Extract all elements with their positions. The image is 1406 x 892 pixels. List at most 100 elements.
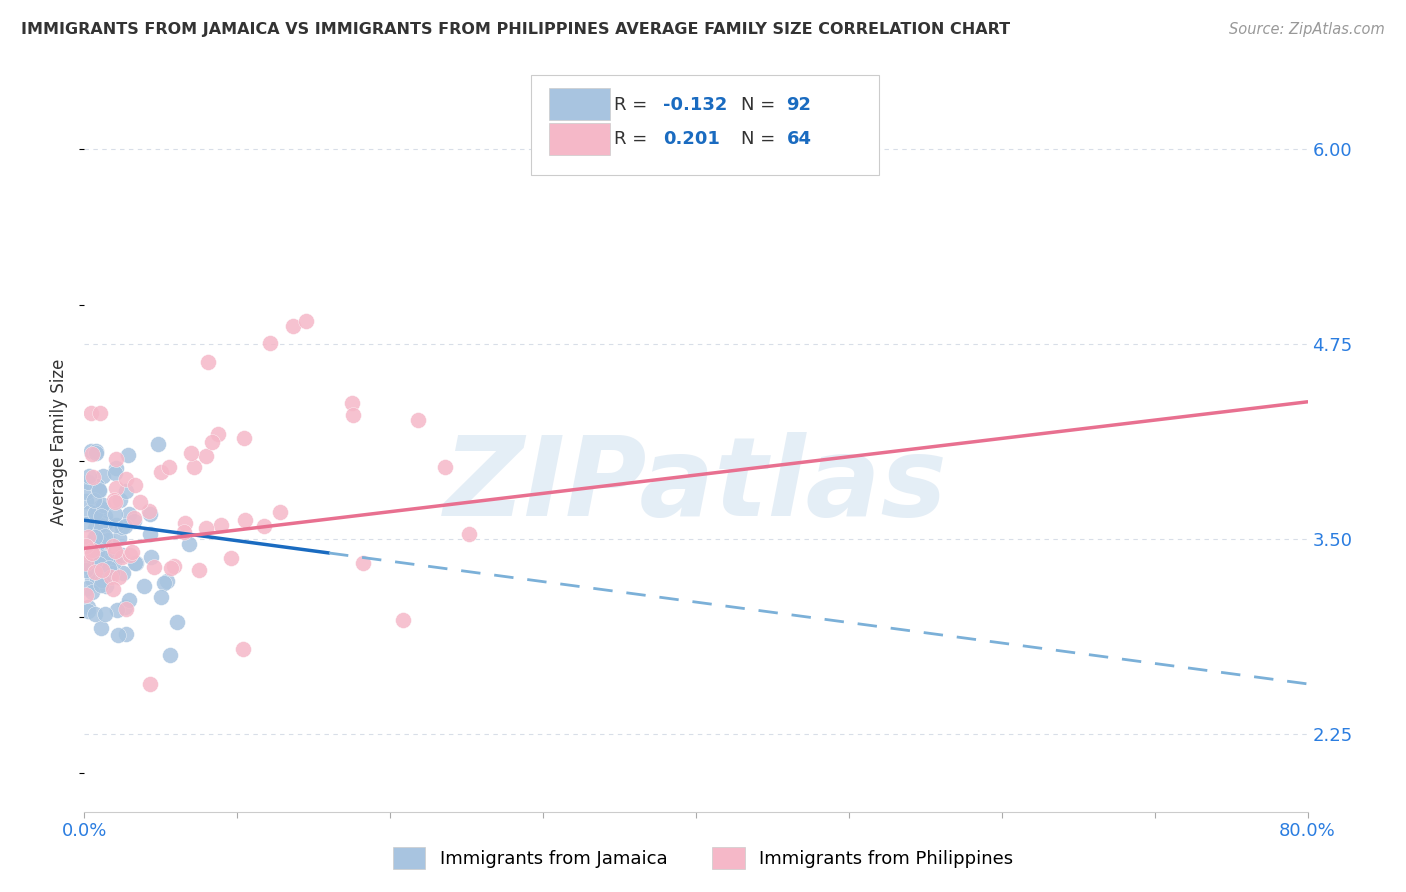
Point [104, 466, 127, 480]
Text: R =: R = [614, 95, 652, 113]
Point [458, 527, 481, 541]
Point [91, 563, 114, 577]
Text: 92: 92 [786, 95, 811, 113]
Point [93, 542, 115, 557]
Point [86, 444, 108, 458]
Point [163, 558, 186, 573]
Point [253, 519, 276, 533]
Point [103, 555, 125, 569]
Point [104, 518, 127, 533]
Point [232, 642, 254, 657]
Point [84, 607, 107, 622]
Point [80, 585, 103, 599]
Point [103, 582, 125, 596]
Point [98, 551, 121, 566]
Point [233, 431, 256, 445]
Point [75, 540, 97, 554]
Point [80, 447, 103, 461]
Point [79, 469, 101, 483]
Point [82, 469, 104, 483]
Point [76, 582, 98, 596]
Point [104, 543, 127, 558]
Text: IMMIGRANTS FROM JAMAICA VS IMMIGRANTS FROM PHILIPPINES AVERAGE FAMILY SIZE CORRE: IMMIGRANTS FROM JAMAICA VS IMMIGRANTS FR… [21, 22, 1011, 37]
Text: N =: N = [741, 95, 782, 113]
Y-axis label: Average Family Size: Average Family Size [51, 359, 69, 524]
Point [180, 446, 202, 460]
Point [118, 593, 141, 607]
Text: 64: 64 [786, 130, 811, 148]
Point [233, 513, 256, 527]
Point [115, 601, 138, 615]
Point [87, 558, 110, 572]
Point [110, 520, 132, 534]
Point [76, 537, 98, 551]
Point [153, 575, 176, 590]
Point [93, 551, 115, 566]
Point [82, 544, 104, 558]
Point [129, 495, 152, 509]
Point [93, 468, 115, 483]
FancyBboxPatch shape [531, 75, 880, 175]
Point [111, 566, 134, 581]
Point [120, 548, 142, 562]
Point [104, 452, 127, 467]
Point [80, 572, 103, 586]
FancyBboxPatch shape [550, 88, 610, 120]
Point [75, 484, 97, 499]
Point [91, 555, 114, 569]
Point [209, 517, 232, 532]
Point [207, 427, 229, 442]
Point [259, 336, 281, 351]
Point [86, 479, 108, 493]
Point [392, 613, 415, 627]
Point [94, 509, 117, 524]
Point [124, 556, 146, 570]
Point [79, 444, 101, 458]
Point [197, 355, 219, 369]
Point [139, 677, 162, 691]
Point [138, 504, 160, 518]
Point [80, 543, 103, 558]
Point [89, 483, 111, 498]
Point [114, 599, 136, 614]
Point [156, 574, 179, 589]
Point [146, 437, 169, 451]
Text: N =: N = [741, 130, 782, 148]
Point [114, 484, 136, 499]
Point [173, 516, 195, 530]
Point [93, 607, 115, 622]
Point [124, 510, 146, 524]
Point [150, 590, 173, 604]
Point [295, 314, 318, 328]
Point [75, 563, 97, 577]
Point [281, 319, 304, 334]
Text: 0.201: 0.201 [664, 130, 720, 148]
Point [77, 475, 100, 489]
Point [195, 449, 218, 463]
Point [84, 565, 107, 579]
Point [434, 459, 457, 474]
Point [90, 564, 112, 578]
Point [90, 578, 112, 592]
Point [105, 603, 128, 617]
Point [94, 529, 117, 543]
Point [91, 517, 114, 532]
Point [111, 550, 134, 565]
Point [105, 481, 128, 495]
Point [86, 545, 108, 559]
Point [96, 515, 118, 529]
Point [406, 413, 429, 427]
Point [80, 406, 103, 420]
Point [80, 563, 103, 577]
Point [111, 548, 134, 562]
Point [124, 514, 146, 528]
Point [124, 478, 146, 492]
Point [340, 396, 363, 410]
Point [90, 621, 112, 635]
Point [86, 573, 108, 587]
Point [125, 556, 148, 570]
Point [91, 573, 114, 587]
Point [77, 544, 100, 558]
Point [90, 508, 112, 523]
Point [75, 588, 97, 602]
